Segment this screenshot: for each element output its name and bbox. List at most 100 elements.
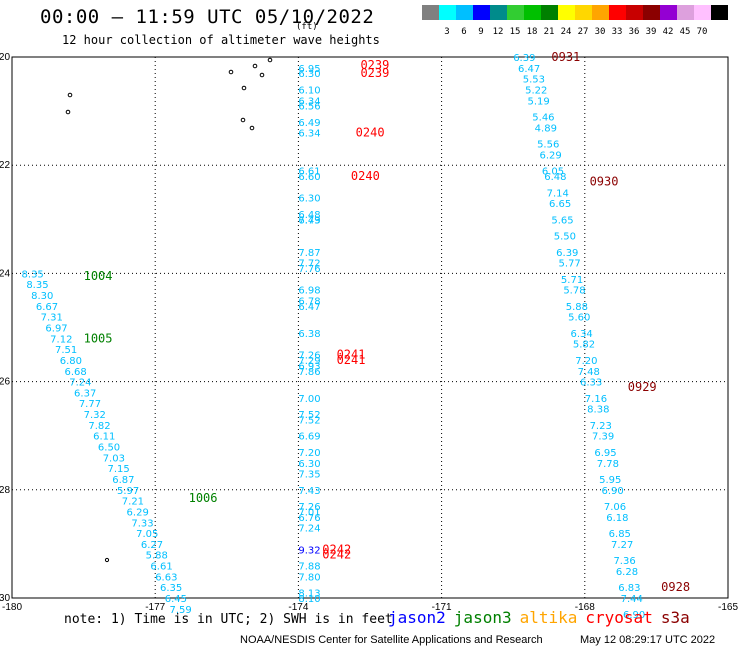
scale-label: 24 <box>560 27 572 37</box>
swh-value-label: 6.33 <box>580 378 602 389</box>
swh-value-label: 6.90 <box>623 610 645 621</box>
scale-swatch <box>558 5 575 20</box>
island-marker <box>228 69 234 75</box>
scale-label: 70 <box>696 27 708 37</box>
swh-value-label: 7.88 <box>298 562 320 573</box>
x-tick-label: -180 <box>2 602 22 613</box>
scale-swatch <box>439 5 456 20</box>
swh-value-label: 6.60 <box>298 172 320 183</box>
swh-value-label: 6.65 <box>549 199 571 210</box>
swh-value-label: 7.20 <box>298 448 320 459</box>
swh-value-label: 6.39 <box>513 53 535 64</box>
scale-swatch <box>575 5 592 20</box>
swh-value-label: 6.87 <box>112 475 134 486</box>
scale-label: 15 <box>509 27 521 37</box>
scale-label: 9 <box>478 27 484 37</box>
scale-label: 21 <box>543 27 555 37</box>
swh-value-label: 5.95 <box>599 475 621 486</box>
y-tick-label: -26 <box>0 377 10 388</box>
swh-value-label: 6.49 <box>298 118 320 129</box>
swh-value-label: 6.68 <box>65 367 87 378</box>
time-label: 1006 <box>189 491 218 505</box>
swh-value-label: 6.34 <box>570 329 592 340</box>
swh-value-label: 6.67 <box>36 302 58 313</box>
swh-value-label: 6.80 <box>60 356 82 367</box>
swh-value-label: 6.56 <box>298 102 320 113</box>
swh-value-label: 6.29 <box>539 150 561 161</box>
swh-value-label: 5.19 <box>528 96 550 107</box>
swh-value-label: 7.26 <box>298 351 320 362</box>
scale-label: 3 <box>444 27 450 37</box>
swh-value-label: 6.34 <box>298 129 320 140</box>
swh-value-label: 6.18 <box>606 513 628 524</box>
swh-value-label: 7.24 <box>69 378 91 389</box>
swh-value-label: 6.76 <box>298 513 320 524</box>
swh-value-label: 5.22 <box>525 85 547 96</box>
scale-swatch <box>677 5 694 20</box>
swh-value-label: 6.30 <box>298 69 320 80</box>
swh-value-label: 6.29 <box>127 507 149 518</box>
chart-subtitle: 12 hour collection of altimeter wave hei… <box>62 33 380 47</box>
swh-value-label: 8.38 <box>587 405 609 416</box>
swh-value-label: 7.43 <box>298 486 320 497</box>
swh-value-label: 6.05 <box>542 167 564 178</box>
swh-value-label: 8.30 <box>31 291 53 302</box>
scale-swatch <box>626 5 643 20</box>
swh-value-label: 7.16 <box>585 394 607 405</box>
time-label: 0239 <box>360 58 389 72</box>
swh-value-label: 6.10 <box>298 85 320 96</box>
chart-title: 00:00 – 11:59 UTC 05/10/2022 <box>40 6 375 28</box>
time-label: 1005 <box>84 331 113 345</box>
swh-value-label: 5.78 <box>563 286 585 297</box>
legend-jason2: jason2 <box>388 608 446 627</box>
swh-value-label: 6.35 <box>160 583 182 594</box>
swh-value-label: 6.38 <box>298 329 320 340</box>
swh-value-label: 7.52 <box>298 415 320 426</box>
swh-value-label: 7.39 <box>592 432 614 443</box>
time-label: 0241 <box>337 348 366 362</box>
swh-value-label: 7.33 <box>131 518 153 529</box>
swh-value-label: 7.79 <box>298 215 320 226</box>
scale-swatch <box>694 5 711 20</box>
swh-value-label: 6.37 <box>74 388 96 399</box>
island-marker <box>65 109 71 115</box>
swh-value-label: 7.36 <box>613 556 635 567</box>
swh-value-label: 6.85 <box>609 529 631 540</box>
scale-label: 33 <box>611 27 623 37</box>
swh-value-label: 7.20 <box>575 356 597 367</box>
swh-value-label: 6.98 <box>298 286 320 297</box>
swh-value-label: 7.87 <box>298 248 320 259</box>
y-tick-label: -22 <box>0 160 10 171</box>
swh-value-label: 6.93 <box>298 361 320 372</box>
swh-value-label: 6.47 <box>298 302 320 313</box>
swh-value-label: 6.11 <box>93 432 115 443</box>
legend-cryosat: cryosat <box>585 608 653 627</box>
swh-value-label: 7.86 <box>298 367 320 378</box>
swh-value-label: 5.46 <box>532 113 554 124</box>
time-label: 0241 <box>337 353 366 367</box>
swh-value-label: 7.82 <box>88 421 110 432</box>
x-tick-label: -177 <box>145 602 165 613</box>
swh-value-label: 7.27 <box>611 540 633 551</box>
time-label: 0242 <box>322 548 351 562</box>
swh-value-label: 6.97 <box>45 324 67 335</box>
island-marker <box>104 557 110 563</box>
swh-value-label: 6.39 <box>556 248 578 259</box>
swh-value-label: 7.72 <box>298 259 320 270</box>
generated-timestamp: May 12 08:29:17 UTC 2022 <box>580 634 716 646</box>
legend-altika: altika <box>519 608 578 627</box>
swh-value-label: 5.65 <box>551 215 573 226</box>
swh-value-label: 7.44 <box>621 594 643 605</box>
time-label: 0931 <box>551 50 580 64</box>
swh-value-label: 7.00 <box>298 394 320 405</box>
swh-value-label: 7.26 <box>298 502 320 513</box>
x-tick-label: -171 <box>432 602 452 613</box>
y-tick-label: -24 <box>0 268 10 279</box>
swh-value-label: 6.63 <box>155 572 177 583</box>
swh-value-label: 8.35 <box>22 269 44 280</box>
swh-value-label: 6.83 <box>618 583 640 594</box>
scale-swatch <box>660 5 677 20</box>
swh-value-label: 7.77 <box>79 399 101 410</box>
swh-value-label: 7.05 <box>136 529 158 540</box>
footnote: note: 1) Time is in UTC; 2) SWH is in fe… <box>64 612 393 627</box>
